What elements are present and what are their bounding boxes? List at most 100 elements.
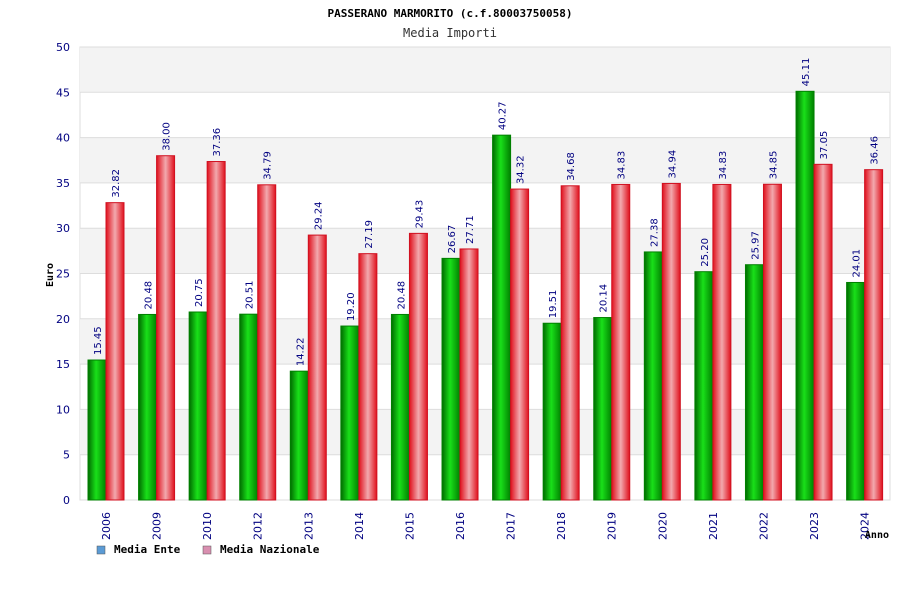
x-tick-label: 2016 xyxy=(454,512,467,540)
x-tick-label: 2014 xyxy=(353,512,366,540)
x-tick-label: 2015 xyxy=(403,512,416,540)
data-label-media-ente-2016: 26.67 xyxy=(447,225,458,254)
data-label-media-nazionale-2006: 32.82 xyxy=(111,169,122,198)
bar-media-nazionale-2014 xyxy=(358,253,378,501)
legend-label-media-nazionale: Media Nazionale xyxy=(220,543,320,556)
bar-media-nazionale-2024 xyxy=(864,169,884,501)
data-label-media-nazionale-2020: 34.94 xyxy=(667,150,678,179)
bar-media-ente-2017 xyxy=(492,134,512,501)
data-label-media-ente-2019: 20.14 xyxy=(599,284,610,313)
data-label-media-ente-2021: 25.20 xyxy=(700,238,711,267)
x-tick-label: 2018 xyxy=(555,512,568,540)
data-label-media-ente-2017: 40.27 xyxy=(498,102,509,131)
y-tick-label: 30 xyxy=(56,222,70,235)
data-label-media-ente-2010: 20.75 xyxy=(194,278,205,307)
bar-media-nazionale-2021 xyxy=(712,183,732,501)
legend-swatch-media-nazionale xyxy=(202,545,212,555)
data-label-media-nazionale-2023: 37.05 xyxy=(819,131,830,160)
data-label-media-ente-2009: 20.48 xyxy=(144,281,155,310)
legend-swatch-media-ente xyxy=(96,545,106,555)
bar-media-nazionale-2015 xyxy=(408,232,428,501)
bar-media-nazionale-2012 xyxy=(257,184,277,501)
bar-media-ente-2024 xyxy=(846,281,866,501)
bar-media-ente-2018 xyxy=(542,322,562,501)
x-axis-label: Anno xyxy=(865,530,889,541)
bar-media-ente-2022 xyxy=(744,264,764,501)
data-label-media-ente-2022: 25.97 xyxy=(750,231,761,260)
data-label-media-nazionale-2019: 34.83 xyxy=(617,151,628,180)
data-label-media-nazionale-2015: 29.43 xyxy=(414,200,425,229)
bar-media-ente-2006 xyxy=(87,359,107,501)
data-label-media-ente-2012: 20.51 xyxy=(245,281,256,310)
data-label-media-ente-2018: 19.51 xyxy=(548,290,559,319)
bar-media-ente-2015 xyxy=(390,313,410,501)
data-label-media-nazionale-2009: 38.00 xyxy=(162,122,173,151)
data-label-media-nazionale-2021: 34.83 xyxy=(718,151,729,180)
y-tick-label: 40 xyxy=(56,132,70,145)
bar-media-ente-2012 xyxy=(239,313,259,501)
y-tick-label: 10 xyxy=(56,403,70,416)
x-tick-label: 2020 xyxy=(656,512,669,540)
bar-media-ente-2014 xyxy=(340,325,360,501)
data-label-media-nazionale-2014: 27.19 xyxy=(364,220,375,249)
y-tick-label: 50 xyxy=(56,41,70,54)
data-label-media-ente-2024: 24.01 xyxy=(852,249,863,278)
data-label-media-ente-2015: 20.48 xyxy=(396,281,407,310)
bar-media-nazionale-2023 xyxy=(813,163,833,501)
grid-band xyxy=(80,47,890,93)
bar-media-ente-2013 xyxy=(289,370,309,501)
bar-media-nazionale-2006 xyxy=(105,202,125,501)
bar-media-nazionale-2010 xyxy=(206,161,226,501)
data-label-media-nazionale-2012: 34.79 xyxy=(263,151,274,180)
bar-media-ente-2023 xyxy=(795,90,815,501)
data-label-media-ente-2020: 27.38 xyxy=(649,218,660,247)
data-label-media-nazionale-2017: 34.32 xyxy=(516,155,527,184)
x-tick-label: 2024 xyxy=(859,512,872,540)
y-tick-label: 15 xyxy=(56,358,70,371)
bar-media-nazionale-2016 xyxy=(459,248,479,501)
y-tick-label: 20 xyxy=(56,313,70,326)
bar-media-nazionale-2009 xyxy=(156,155,176,501)
legend: Media Ente Media Nazionale xyxy=(96,543,320,556)
x-tick-label: 2021 xyxy=(707,512,720,540)
bar-media-nazionale-2017 xyxy=(510,188,530,501)
x-tick-label: 2013 xyxy=(302,512,315,540)
data-label-media-nazionale-2013: 29.24 xyxy=(313,201,324,230)
x-tick-label: 2022 xyxy=(757,512,770,540)
bars xyxy=(87,90,884,501)
chart-subtitle: Media Importi xyxy=(403,26,497,40)
data-label-media-nazionale-2024: 36.46 xyxy=(870,136,881,165)
bar-labels: 15.45 32.82 20.48 38.00 20.75 37.36 20.51 34.79… xyxy=(93,58,881,367)
legend-label-media-ente: Media Ente xyxy=(114,543,181,556)
y-axis-label: Euro xyxy=(45,263,56,287)
x-tick-label: 2012 xyxy=(252,512,265,540)
data-label-media-ente-2006: 15.45 xyxy=(93,326,104,355)
x-tick-label: 2019 xyxy=(606,512,619,540)
x-tick-label: 2023 xyxy=(808,512,821,540)
y-axis-ticks: 0 5 10 15 20 25 30 35 40 45 50 xyxy=(56,41,70,507)
bar-media-ente-2010 xyxy=(188,311,208,501)
y-tick-label: 5 xyxy=(63,449,70,462)
y-tick-label: 45 xyxy=(56,86,70,99)
chart-title: PASSERANO MARMORITO (c.f.80003750058) xyxy=(327,7,572,20)
bar-media-ente-2020 xyxy=(643,251,663,501)
bar-media-nazionale-2018 xyxy=(560,185,580,501)
x-tick-label: 2009 xyxy=(151,512,164,540)
x-tick-label: 2006 xyxy=(100,512,113,540)
y-tick-label: 25 xyxy=(56,268,70,281)
data-label-media-nazionale-2010: 37.36 xyxy=(212,128,223,157)
data-label-media-nazionale-2022: 34.85 xyxy=(768,151,779,180)
bar-media-ente-2019 xyxy=(593,317,613,501)
data-label-media-nazionale-2018: 34.68 xyxy=(566,152,577,181)
bar-media-ente-2009 xyxy=(138,313,158,501)
y-tick-label: 35 xyxy=(56,177,70,190)
bar-media-ente-2016 xyxy=(441,257,461,501)
bar-media-nazionale-2013 xyxy=(307,234,327,501)
data-label-media-ente-2013: 14.22 xyxy=(295,338,306,367)
bar-media-nazionale-2019 xyxy=(611,183,631,501)
bar-media-nazionale-2022 xyxy=(762,183,782,501)
x-axis-ticks: 2006 2009 2010 2012 2013 2014 2015 2016 2017 2018… xyxy=(100,512,872,540)
bar-media-nazionale-2020 xyxy=(661,182,681,501)
data-label-media-nazionale-2016: 27.71 xyxy=(465,215,476,244)
